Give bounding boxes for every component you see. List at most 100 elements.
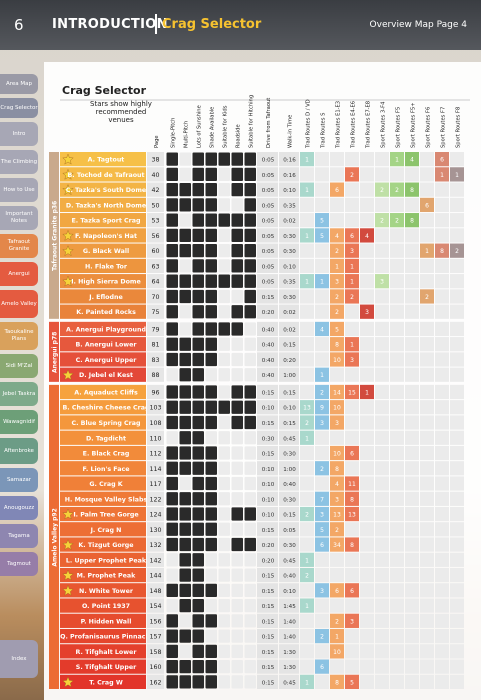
page-number: 63 [151,263,159,270]
feature-icon [218,598,230,613]
name-cell [60,506,146,522]
route-cell [315,552,329,567]
feature-icon [166,213,178,227]
feature-icon [218,368,230,382]
route-cell [300,598,314,613]
drive-time: 0:15 [262,604,275,610]
walk-time: 1:30 [283,665,296,671]
route-cell [435,644,449,659]
route-count: 1 [365,389,369,396]
side-tab[interactable]: Index [0,640,38,678]
route-cell [315,213,329,228]
route-count: 2 [305,573,309,580]
route-cell [330,415,344,430]
route-cell [405,213,419,228]
side-tab[interactable]: The Climbing [0,150,38,174]
crag-name: P. Hidden Wall [81,618,132,625]
time-cell [257,337,278,352]
feature-icon [205,492,217,506]
feature-icon [205,259,217,273]
route-cell [420,337,434,352]
feature-icon [192,431,204,445]
route-cell [330,461,344,476]
feature-icon [218,553,230,567]
time-cell [279,352,299,367]
route-cell [300,274,314,289]
route-cell [390,567,404,583]
side-tab[interactable]: Crag Selector [0,98,38,118]
route-cell [435,213,449,228]
feature-icon [166,352,178,367]
route-count: 15 [348,389,356,396]
route-cell [375,352,389,367]
route-count: 14 [333,389,341,396]
route-cell [300,182,314,197]
page-number: 38 [151,157,159,164]
side-tab[interactable]: Area Map [0,74,38,94]
side-tab[interactable]: Tagama [0,524,38,548]
walk-time: 0:16 [283,173,296,179]
route-cell [390,522,404,537]
walk-time: 0:45 [283,680,296,686]
route-cell [315,274,329,289]
side-tab[interactable]: Important Notes [0,206,38,230]
map-link[interactable]: Overview Map Page 4 [369,20,467,30]
route-cell [375,167,389,182]
crag-name: K. Painted Rocks [76,309,136,316]
feature-icon [192,446,204,460]
feature-icon [218,244,230,258]
route-cell [390,506,404,522]
feature-icon [192,507,204,521]
side-tab[interactable]: Jebel Taskra [0,382,38,406]
route-cell [420,367,434,382]
side-tab[interactable]: Aftenbroke [0,438,38,464]
walk-time: 1:00 [283,373,296,379]
side-tab[interactable]: Sidi M'Zal [0,354,38,378]
route-count: 9 [320,405,324,412]
column-header: Sport Routes F7 [441,107,447,148]
feature-icon [231,228,243,243]
side-tab[interactable]: Tafraout Granite [0,234,38,258]
feature-icon [231,244,243,258]
side-tab[interactable]: Tagmout [0,552,38,576]
route-count: 6 [440,157,444,164]
page-cell [147,552,164,567]
name-cell [60,567,146,583]
route-cell [420,304,434,319]
feature-icon [205,614,217,628]
side-tab[interactable]: Amelo Valley [0,290,38,318]
feature-icon [205,537,217,552]
route-cell [375,567,389,583]
page-number: 64 [151,279,159,286]
time-cell [279,304,299,319]
side-tab[interactable]: Wawagnidif [0,410,38,434]
route-cell [345,461,359,476]
side-tab[interactable]: Samazar [0,468,38,492]
route-count: 3 [380,279,384,286]
feature-icon [218,537,230,552]
feature-icon [231,198,243,212]
route-cell [420,274,434,289]
feature-icon [179,476,191,491]
route-cell [315,182,329,197]
side-tab[interactable]: Intro [0,122,38,146]
route-count: 2 [320,389,324,396]
side-tab[interactable]: Anougouzz [0,496,38,520]
feature-icon [205,415,217,430]
drive-time: 0:10 [262,406,275,412]
side-tab[interactable]: How to Use [0,178,38,202]
side-tab[interactable]: Anergui [0,262,38,286]
route-cell [420,598,434,613]
route-cell [315,476,329,491]
drive-time: 0:05 [262,219,275,225]
route-cell [300,506,314,522]
crag-name: G. Crag K [89,481,123,488]
route-cell [315,228,329,243]
page-cell [147,274,164,289]
route-count: 6 [335,588,339,595]
feature-icon [205,675,217,689]
route-cell [330,182,344,197]
page-number: 56 [151,233,159,240]
side-tab[interactable]: Taoukaline Plans [0,322,38,350]
drive-time: 0:15 [262,421,275,427]
